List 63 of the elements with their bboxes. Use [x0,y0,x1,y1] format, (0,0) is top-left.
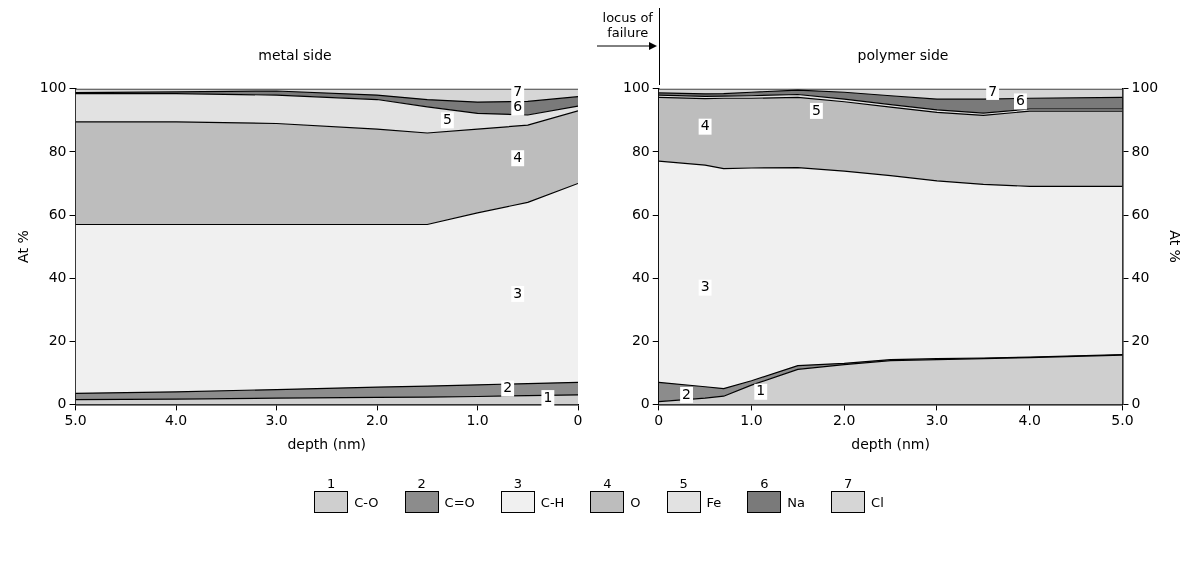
annotation: 3 [513,284,523,301]
x-tick-label: 3.0 [265,412,288,429]
y2-tick-label: 20 [1131,331,1150,348]
x-tick-label: 5.0 [64,412,87,429]
x-tick-label: 0 [654,412,664,429]
y2-tick-label: 0 [1131,395,1141,412]
y2-axis-title: At % [1166,230,1183,263]
y-tick-label: 40 [48,268,67,285]
text: 7 [843,476,853,491]
y-tick-label: 20 [48,331,67,348]
text: 3 [513,476,522,491]
legend-label: C-O [354,494,379,510]
annotation: 5 [811,101,821,118]
y-tick-label: 100 [39,79,67,96]
annotation: 6 [513,98,523,115]
text: 6 [760,476,769,491]
x-tick-label: 0 [573,412,583,429]
y-tick-label: 40 [631,268,650,285]
y2-tick-label: 100 [1131,79,1159,96]
x-tick-label: 4.0 [1018,412,1041,429]
text: 2 [417,476,426,491]
legend-label: Cl [871,494,884,510]
y-tick-label: 80 [631,142,650,159]
annotation: 2 [682,385,692,402]
y-tick-label: 0 [57,395,67,412]
legend-label: Fe [706,494,722,510]
y-tick-label: 100 [622,79,650,96]
annotation: 1 [543,388,553,405]
y-axis-title: At % [15,230,32,263]
annotation: 4 [513,148,523,165]
x-tick-label: 2.0 [365,412,389,429]
x-tick-label: 4.0 [164,412,188,429]
legend-label: Na [787,494,806,510]
y2-tick-label: 80 [1131,142,1150,159]
x-axis-title: depth (nm) [287,436,367,453]
legend-label: C=O [444,494,475,510]
x-tick-label: 3.0 [925,412,949,429]
y-tick-label: 60 [48,205,67,222]
x-tick-label: 1.0 [740,412,763,429]
y-tick-label: 80 [48,142,67,159]
y2-tick-label: 40 [1131,268,1150,285]
legend-label: C-H [540,494,565,510]
chart-title: metal side [258,47,332,64]
annotation: 4 [700,117,710,134]
annotation: 7 [513,82,523,99]
annotation: 7 [988,82,998,99]
x-tick-label: 2.0 [833,412,856,429]
annotation: 5 [442,111,452,127]
text: 5 [679,476,688,491]
y-tick-label: 0 [640,395,650,412]
annotation: 6 [1015,92,1025,109]
text: locus of failure [601,10,654,40]
text: 1 [327,476,336,491]
legend-label: O [630,494,641,510]
y2-tick-label: 60 [1131,205,1150,222]
y-tick-label: 60 [631,205,650,222]
chart-title: polymer side [857,47,949,64]
y-tick-label: 20 [631,331,650,348]
x-tick-label: 1.0 [466,412,489,429]
x-tick-label: 5.0 [1111,412,1134,429]
annotation: 2 [503,379,513,396]
text: 4 [603,476,612,491]
x-axis-title: depth (nm) [851,436,930,453]
